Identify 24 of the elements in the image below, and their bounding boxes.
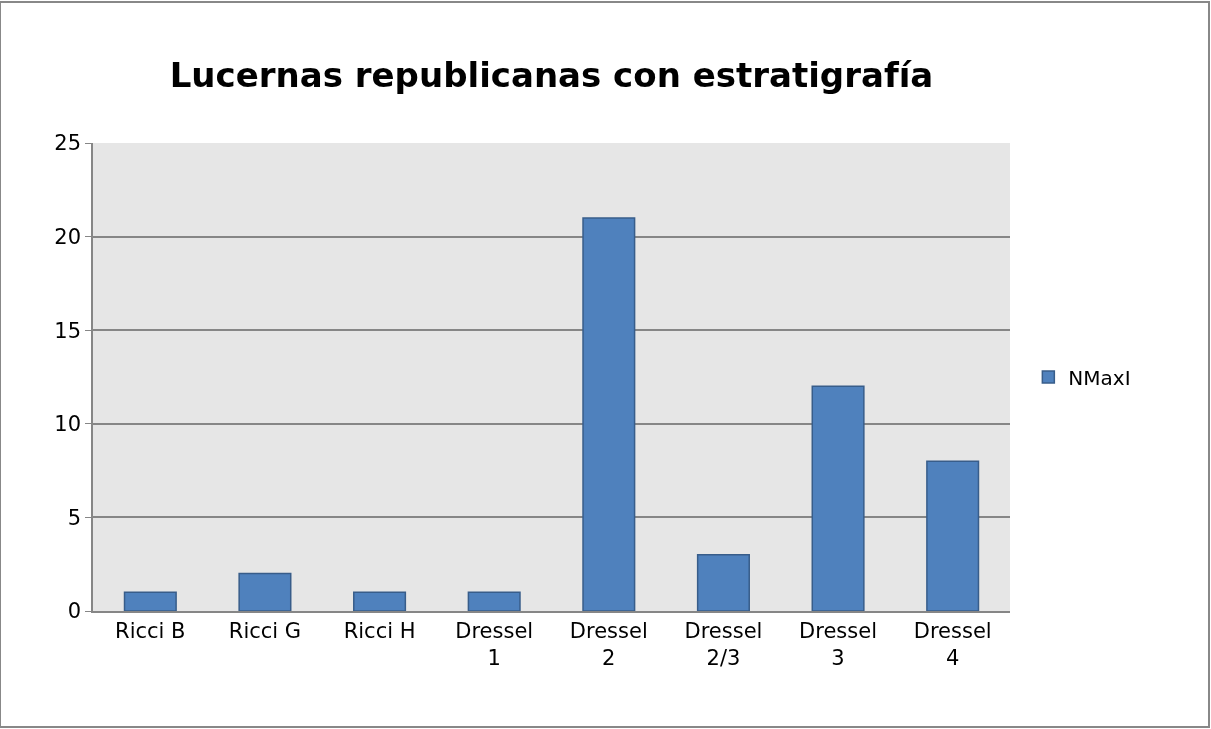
y-tick-label: 0 bbox=[67, 599, 82, 624]
legend-label: NMaxI bbox=[1068, 365, 1131, 390]
x-tick-label: Ricci B bbox=[115, 618, 186, 643]
y-tick-label: 25 bbox=[54, 131, 82, 156]
y-tick-label: 15 bbox=[54, 318, 82, 343]
bar bbox=[467, 591, 521, 611]
y-tick-label: 10 bbox=[54, 412, 82, 437]
x-tick-label: Dressel 4 bbox=[913, 618, 992, 671]
bar bbox=[238, 572, 292, 611]
bar bbox=[582, 217, 636, 611]
x-tick-label: Dressel 2 bbox=[569, 618, 648, 671]
x-tick-label: Ricci G bbox=[228, 618, 302, 643]
chart-title: Lucernas republicanas con estratigrafía bbox=[169, 54, 934, 95]
x-tick-label: Ricci H bbox=[343, 618, 416, 643]
x-tick-label: Dressel 3 bbox=[799, 618, 878, 671]
y-tick-label: 20 bbox=[54, 224, 82, 249]
x-tick-label: Dressel 2/3 bbox=[684, 618, 763, 671]
bar bbox=[696, 554, 750, 611]
bar bbox=[353, 591, 407, 611]
bar bbox=[926, 460, 980, 611]
x-tick-label: Dressel 1 bbox=[455, 618, 534, 671]
bar bbox=[123, 591, 177, 611]
y-tick-label: 5 bbox=[67, 505, 82, 530]
bar bbox=[811, 385, 865, 611]
